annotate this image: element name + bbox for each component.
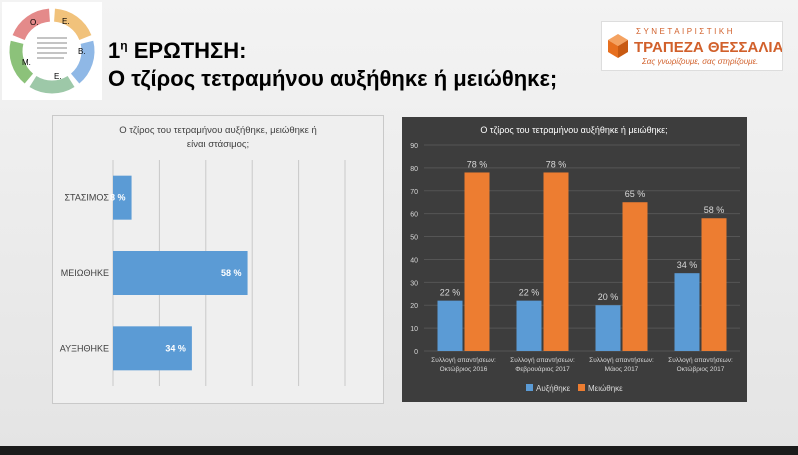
x-tick-label: Οκτώβριος 2017 xyxy=(677,365,725,373)
title-number: 1 xyxy=(108,38,121,63)
data-label: 22 % xyxy=(440,288,461,298)
cycle-arc xyxy=(12,8,51,41)
cube-icon xyxy=(608,34,628,58)
data-label: 78 % xyxy=(546,159,567,169)
x-tick-label: Συλλογή απαντήσεων: xyxy=(431,357,496,364)
category-label: ΣΤΑΣΙΜΟΣ xyxy=(64,193,109,203)
bar-decreased xyxy=(464,172,490,351)
y-tick-label: 20 xyxy=(410,303,418,310)
y-tick-label: 0 xyxy=(414,349,418,356)
logo-letter: Ε. xyxy=(54,72,62,81)
grouped-bar-chart: Ο τζίρος του τετραμήνου αυξήθηκε ή μειώθ… xyxy=(402,117,747,402)
legend-label: Αυξήθηκε xyxy=(536,384,571,393)
data-label: 65 % xyxy=(625,189,646,199)
bar-decreased xyxy=(543,172,569,351)
data-label: 34 % xyxy=(677,260,698,270)
y-tick-label: 50 xyxy=(410,235,418,242)
title-word: ΕΡΩΤΗΣΗ: xyxy=(133,38,247,63)
x-tick-label: Συλλογή απαντήσεων: xyxy=(668,357,733,364)
data-label: 22 % xyxy=(519,288,540,298)
y-tick-label: 40 xyxy=(410,257,418,264)
x-tick-label: Οκτώβριος 2016 xyxy=(440,365,488,373)
cycle-arc xyxy=(9,40,34,84)
category-label: ΜΕΙΩΘΗΚΕ xyxy=(61,268,109,278)
bar-decreased xyxy=(701,218,727,351)
legend-swatch xyxy=(526,384,533,391)
category-label: ΑΥΞΗΘΗΚΕ xyxy=(60,343,109,353)
cycle-arc xyxy=(70,40,95,84)
bank-logo: ΣΥΝΕΤΑΙΡΙΣΤΙΚΗ ΤΡΑΠΕΖΑ ΘΕΣΣΑΛΙΑΣ Σας γνω… xyxy=(601,21,792,71)
logo-center-box xyxy=(34,32,70,66)
y-tick-label: 70 xyxy=(410,189,418,196)
logo-letter: Β. xyxy=(78,47,86,56)
bar-increased xyxy=(595,305,621,351)
cycle-arrows-icon xyxy=(9,8,95,94)
y-tick-label: 10 xyxy=(410,326,418,333)
y-tick-label: 80 xyxy=(410,166,418,173)
legend-swatch xyxy=(578,384,585,391)
bank-slogan: Σας γνωρίζουμε, σας στηρίζουμε. xyxy=(641,57,758,66)
horizontal-bar-chart: Ο τζίρος του τετραμήνου αυξήθηκε, μειώθη… xyxy=(52,115,384,404)
page-title: 1η ΕΡΩΤΗΣΗ: xyxy=(108,38,246,64)
data-label: 78 % xyxy=(467,159,488,169)
logo-letter: Μ. xyxy=(22,58,31,67)
x-tick-label: Συλλογή απαντήσεων: xyxy=(510,357,575,364)
page-subtitle: Ο τζίρος τετραμήνου αυξήθηκε ή μειώθηκε; xyxy=(108,66,558,91)
questionnaire-logo: Ο. Ε. Β. Ε. Μ. xyxy=(2,2,102,100)
title-superscript: η xyxy=(120,38,128,53)
x-tick-label: Φεβρουάριος 2017 xyxy=(515,365,570,373)
data-label: 8 % xyxy=(110,193,126,203)
y-tick-label: 90 xyxy=(410,143,418,150)
x-tick-label: Συλλογή απαντήσεων: xyxy=(589,357,654,364)
bar xyxy=(113,175,132,220)
bar xyxy=(113,251,248,295)
chart-title-line: Ο τζίρος του τετραμήνου αυξήθηκε, μειώθη… xyxy=(119,125,317,136)
bank-name: ΤΡΑΠΕΖΑ ΘΕΣΣΑΛΙΑΣ xyxy=(634,39,782,56)
cycle-arc xyxy=(53,8,92,41)
bar-decreased xyxy=(622,202,648,351)
bar-increased xyxy=(437,300,463,351)
legend-label: Μειώθηκε xyxy=(588,384,623,393)
data-label: 20 % xyxy=(598,292,619,302)
data-label: 34 % xyxy=(165,343,186,353)
taskbar xyxy=(0,446,798,455)
bank-top-text: ΣΥΝΕΤΑΙΡΙΣΤΙΚΗ xyxy=(636,27,735,36)
bar xyxy=(113,326,192,371)
chart-title: Ο τζίρος του τετραμήνου αυξήθηκε ή μειώθ… xyxy=(480,125,667,135)
logo-letter: Ο. xyxy=(30,18,38,27)
y-tick-label: 60 xyxy=(410,212,418,219)
data-label: 58 % xyxy=(221,268,242,278)
x-tick-label: Μάιος 2017 xyxy=(605,365,639,373)
y-tick-label: 30 xyxy=(410,280,418,287)
chart-title-line: είναι στάσιμος; xyxy=(187,139,249,150)
cycle-arc xyxy=(29,75,75,94)
bar-increased xyxy=(516,300,542,351)
data-label: 58 % xyxy=(704,205,725,215)
logo-letter: Ε. xyxy=(62,17,70,26)
bar-increased xyxy=(674,273,700,351)
